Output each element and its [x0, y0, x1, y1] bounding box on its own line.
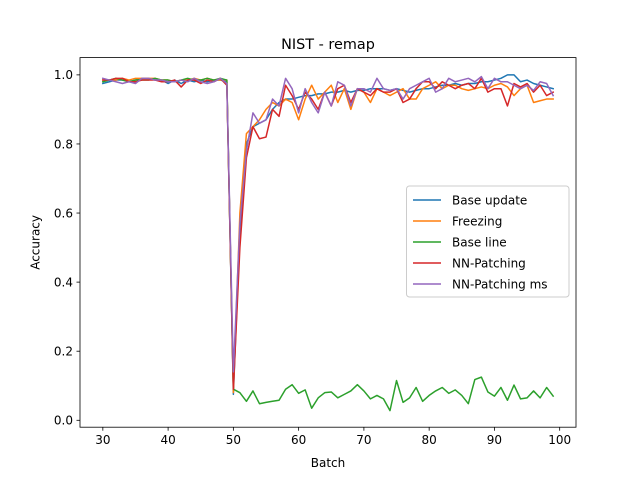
y-tick-label: 0.8 — [54, 137, 73, 151]
y-tick-label: 0.6 — [54, 206, 73, 220]
legend: Base update Freezing Base line NN-Patching N… — [406, 185, 570, 298]
chart-title: NIST - remap — [281, 37, 375, 53]
x-tick-label: 100 — [548, 433, 571, 447]
legend-label: Freezing — [452, 214, 502, 228]
series-line-nn-patching-ms — [101, 75, 555, 373]
legend-label: NN-Patching ms — [452, 277, 548, 291]
series-lines — [101, 74, 555, 412]
y-tick-label: 1.0 — [54, 68, 73, 82]
legend-label: Base update — [452, 193, 527, 207]
y-axis-title: Accuracy — [29, 215, 43, 270]
x-tick-label: 30 — [95, 433, 110, 447]
legend-entries: Base update Freezing Base line NN-Patching N… — [413, 193, 548, 291]
y-tick-label: 0.4 — [54, 275, 73, 289]
x-axis-title: Batch — [311, 456, 346, 470]
x-tick-label: 90 — [487, 433, 502, 447]
x-tick-label: 80 — [422, 433, 437, 447]
x-tick-label: 70 — [356, 433, 371, 447]
y-tick-label: 0.2 — [54, 345, 73, 359]
x-tick-label: 50 — [226, 433, 241, 447]
legend-frame — [406, 185, 570, 298]
x-tick-label: 40 — [160, 433, 175, 447]
x-axis-ticks: 30 40 50 60 70 80 90 100 — [95, 427, 571, 447]
y-tick-label: 0.0 — [54, 414, 73, 428]
x-tick-label: 60 — [291, 433, 306, 447]
legend-label: Base line — [452, 235, 507, 249]
y-axis-ticks: 0.0 0.2 0.4 0.6 0.8 1.0 — [54, 68, 80, 428]
legend-label: NN-Patching — [452, 256, 526, 270]
plot-frame — [79, 57, 577, 428]
